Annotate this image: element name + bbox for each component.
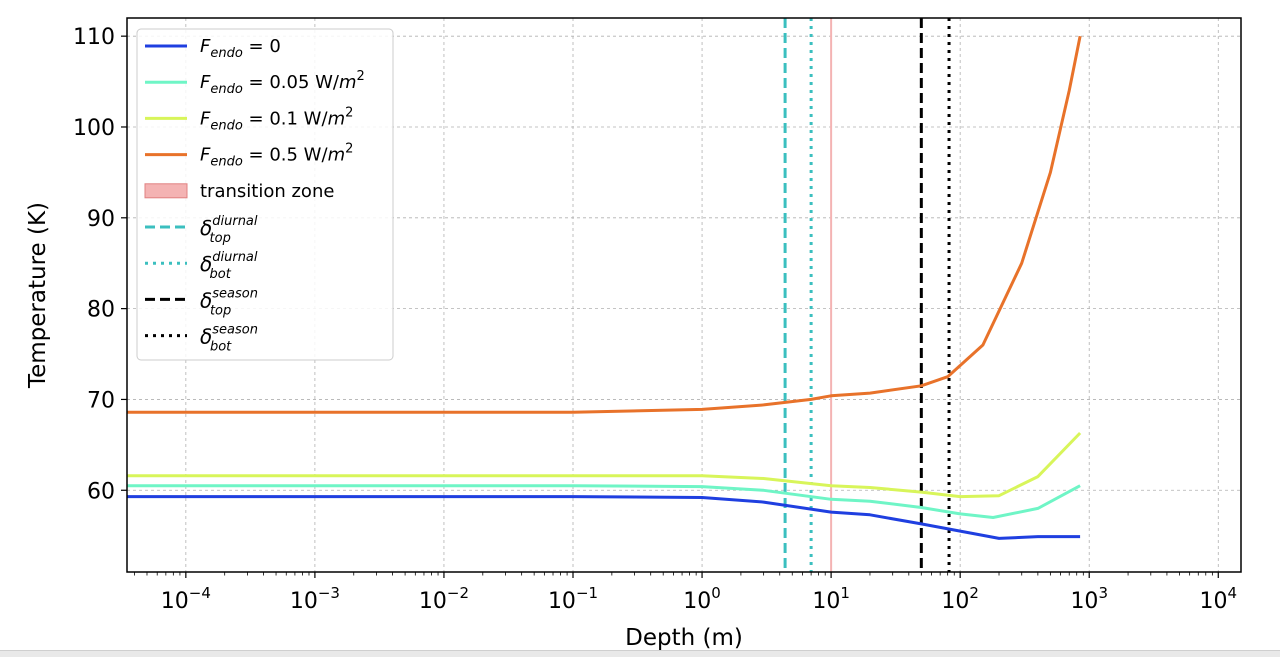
window-bottom-strip	[0, 650, 1280, 657]
y-tick-label: 110	[73, 25, 115, 50]
legend-box	[136, 28, 394, 361]
x-tick-label: 10−2	[419, 584, 469, 614]
x-tick-label: 100	[683, 584, 721, 614]
x-tick-label: 102	[941, 584, 979, 614]
series-line-2	[127, 431, 1082, 499]
x-axis-label: Depth (m)	[625, 625, 743, 650]
legend: Fendo = 0 Fendo = 0.05 W/m2 Fendo = 0.1 W/…	[136, 28, 394, 361]
x-tick-label: 104	[1200, 584, 1238, 614]
plot-frame	[126, 17, 1242, 573]
y-tick-label: 90	[87, 207, 115, 232]
legend-label-vline-3: δseason bot	[200, 323, 258, 355]
legend-label-series-2: Fendo = 0.1 W/m2	[200, 105, 353, 133]
legend-handle-transition-zone	[144, 183, 188, 199]
y-axis-label: Temperature (K)	[25, 202, 51, 389]
legend-label-series-0: Fendo = 0	[200, 36, 281, 61]
x-tick-label: 10−3	[290, 584, 340, 614]
x-tick-label: 103	[1070, 584, 1108, 614]
legend-label-transition-zone: transition zone	[200, 181, 334, 202]
y-tick-label: 70	[87, 388, 115, 413]
y-tick-label: 100	[73, 116, 115, 141]
y-tick-label: 60	[87, 479, 115, 504]
x-tick-label: 101	[812, 584, 850, 614]
legend-label-series-3: Fendo = 0.5 W/m2	[200, 142, 353, 170]
series-lines	[127, 35, 1082, 540]
legend-label-vline-1: δdiurnal bot	[200, 250, 258, 282]
legend-label-vline-0: δdiurnal top	[200, 214, 258, 246]
legend-label-series-1: Fendo = 0.05 W/m2	[200, 69, 365, 97]
x-tick-label: 10−4	[161, 584, 211, 614]
axis-ticks: 10−4 10−3 10−2 10−1 100 101 102 103 104 60 70 80 90 1…	[73, 25, 1237, 614]
series-line-3	[127, 35, 1082, 414]
y-tick-label: 80	[87, 298, 115, 323]
series-line-0	[127, 495, 1081, 540]
x-tick-label: 10−1	[548, 584, 598, 614]
legend-label-vline-2: δseason top	[200, 286, 258, 318]
series-line-1	[127, 484, 1081, 519]
reference-lines	[783, 18, 951, 572]
